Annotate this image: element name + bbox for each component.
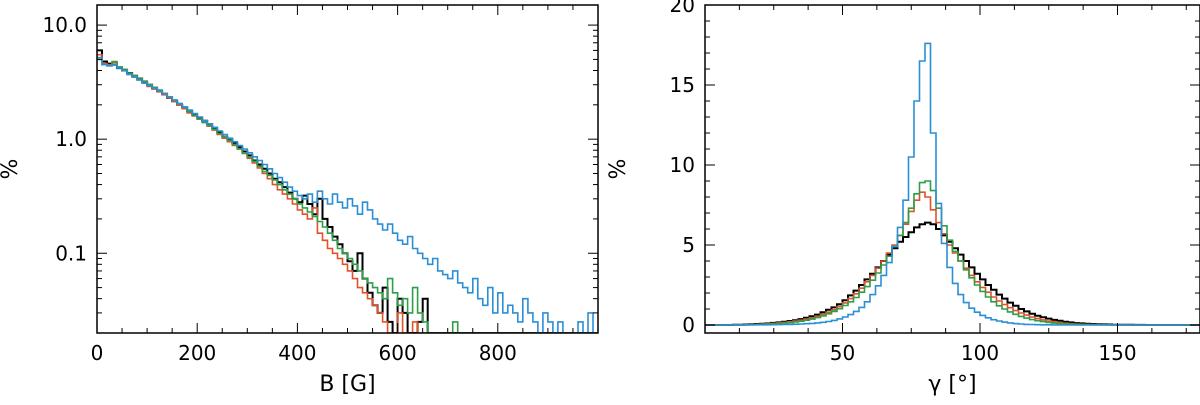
x-tick-label: 800 xyxy=(479,341,517,365)
y-tick-label: 5 xyxy=(682,233,695,257)
x-tick-label: 600 xyxy=(379,341,417,365)
x-tick-label: 150 xyxy=(1098,341,1136,365)
x-tick-label: 50 xyxy=(830,341,855,365)
plot-frame xyxy=(96,4,599,334)
x-axis-label: B [G] xyxy=(319,372,375,397)
y-tick-label: 15 xyxy=(670,73,695,97)
x-tick-label: 200 xyxy=(178,341,216,365)
x-tick-label: 400 xyxy=(278,341,316,365)
histogram-series-4 xyxy=(705,42,1200,326)
y-tick-label: 0 xyxy=(682,313,695,337)
y-tick-label: 10 xyxy=(670,153,695,177)
y-axis-label: % xyxy=(606,159,631,180)
x-tick-label: 0 xyxy=(91,341,104,365)
y-tick-label: 10.0 xyxy=(42,13,87,37)
left-panel-b-histogram: 0 200 400 600 800 0.1 1.0 10.0 B [G]% xyxy=(0,4,599,397)
x-tick-label: 100 xyxy=(961,341,999,365)
y-tick-label: 20 xyxy=(670,0,695,17)
x-axis-label: γ [°] xyxy=(928,372,976,397)
y-tick-label: 0.1 xyxy=(55,241,87,265)
histogram-series-1 xyxy=(97,49,598,333)
histogram-series-4 xyxy=(97,56,598,333)
histogram-series-2 xyxy=(705,191,1200,326)
y-tick-label: 1.0 xyxy=(55,127,87,151)
plot-frame xyxy=(704,4,1200,334)
right-panel-gamma-histogram: 50 100 150 0 5 10 15 20 γ [°]% xyxy=(606,0,1200,397)
y-axis-label: % xyxy=(0,159,23,180)
